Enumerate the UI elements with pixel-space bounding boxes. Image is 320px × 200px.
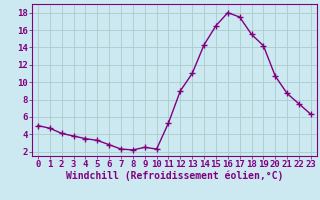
- X-axis label: Windchill (Refroidissement éolien,°C): Windchill (Refroidissement éolien,°C): [66, 171, 283, 181]
